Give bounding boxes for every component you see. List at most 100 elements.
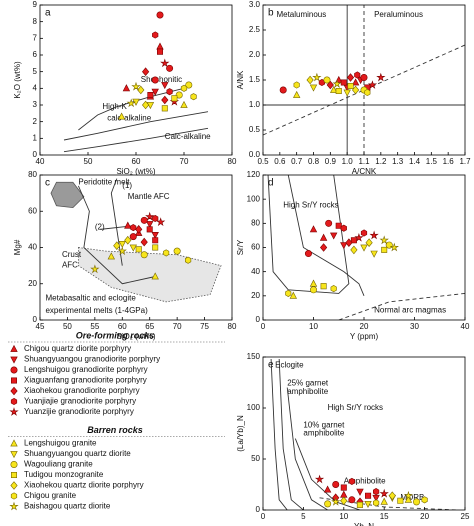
data-point	[356, 501, 363, 508]
x-tick-label: 80	[228, 157, 237, 166]
annotation: Metabasaltic and eclogite	[45, 293, 136, 302]
x-tick-label: 0.6	[274, 157, 286, 166]
data-point	[146, 226, 153, 233]
annotation: amphibolite	[287, 387, 328, 396]
data-point	[389, 242, 399, 252]
annotation: (2)	[95, 223, 105, 232]
y-tick-label: 100	[247, 194, 261, 203]
legend-marker	[10, 439, 18, 447]
legend-marker	[9, 501, 19, 511]
reference-curve	[263, 44, 465, 136]
data-point	[335, 222, 342, 229]
plot-frame	[262, 356, 466, 511]
data-point	[309, 84, 318, 92]
panel-label: e	[268, 360, 274, 371]
y-axis-label: Sr/Y	[236, 239, 245, 255]
x-tick-label: 5	[301, 512, 306, 521]
y-tick-label: 3.0	[249, 0, 261, 9]
data-point	[130, 224, 137, 232]
data-point	[364, 88, 371, 97]
data-point	[348, 496, 356, 504]
y-tick-label: 3	[33, 100, 38, 109]
x-tick-label: 60	[132, 157, 141, 166]
data-point	[140, 251, 148, 259]
reference-curve	[286, 387, 328, 510]
data-point	[312, 72, 322, 82]
data-point	[117, 246, 127, 255]
data-point	[289, 291, 297, 299]
data-point	[142, 67, 150, 76]
x-tick-label: 0.7	[291, 157, 303, 166]
y-tick-label: 2.0	[249, 50, 261, 59]
data-point	[113, 241, 121, 250]
reference-curve	[319, 497, 457, 510]
legend-marker	[10, 397, 18, 406]
data-point	[304, 250, 312, 257]
panel: 0 10 20 30 40 0 20 40 60 80 100 120 Y (ppm) Sr/Y d High…	[236, 170, 470, 341]
legend-label: Baishagou quartz diorite	[24, 502, 111, 511]
data-point	[180, 84, 188, 92]
data-point	[325, 219, 333, 227]
y-tick-label: 6	[33, 50, 38, 59]
legend-label: Xiaohekou granodiorite porphyry	[24, 386, 140, 395]
legend-label: Chigou granite	[24, 491, 77, 500]
annotation: Eclogite	[275, 360, 304, 369]
data-point	[319, 233, 328, 241]
annotation: High-K	[102, 102, 127, 111]
legend-label: Chigou quartz diorite porphyry	[24, 344, 131, 353]
reference-curve	[77, 185, 156, 285]
annotation: 25% garnet	[287, 379, 329, 388]
annotation: MORB	[400, 493, 424, 502]
annotation: AFC	[62, 261, 78, 270]
y-axis-label: K₂O (wt%)	[13, 61, 22, 99]
x-tick-label: 1.2	[375, 157, 387, 166]
annotation: calc-alkaline	[107, 113, 152, 122]
data-point	[135, 246, 142, 253]
panel-label: b	[268, 8, 274, 19]
x-tick-label: 75	[200, 322, 209, 331]
data-point	[140, 237, 148, 247]
data-point	[152, 237, 159, 244]
data-point	[380, 497, 388, 505]
data-point	[314, 474, 325, 484]
data-point	[379, 488, 389, 498]
reference-curve	[110, 178, 123, 266]
panel-label: c	[45, 178, 50, 189]
x-tick-label: 70	[173, 322, 182, 331]
region	[50, 181, 85, 209]
legend-label: Xiaguanfang granodiorite porphyry	[24, 376, 147, 385]
x-tick-label: 60	[118, 322, 127, 331]
data-point	[330, 285, 337, 293]
x-tick-label: 40	[461, 322, 470, 331]
x-tick-label: 55	[90, 322, 99, 331]
data-point	[324, 500, 332, 508]
annotation: experimental melts (1-4GPa)	[45, 306, 148, 315]
y-tick-label: 60	[28, 206, 37, 215]
legend-title: Barren rocks	[87, 425, 143, 435]
annotation: Normal arc magmas	[374, 305, 446, 314]
legend-label: Lengshuigou granite	[24, 439, 97, 448]
data-point	[343, 89, 351, 97]
legend-title: Ore-forming rocks	[76, 330, 155, 340]
y-axis-label: A/NK	[236, 70, 245, 89]
legend-label: Yuanjiajie granodiorite porphyry	[24, 397, 136, 406]
x-tick-label: 0	[261, 322, 266, 331]
data-point	[137, 85, 145, 95]
data-point	[388, 491, 396, 501]
x-tick-label: 20	[360, 322, 369, 331]
data-point	[124, 221, 132, 229]
x-tick-label: 1.5	[426, 157, 438, 166]
y-tick-label: 1.0	[249, 100, 261, 109]
reference-curve	[278, 359, 304, 510]
data-point	[151, 76, 159, 84]
x-tick-label: 10	[339, 512, 348, 521]
data-point	[160, 58, 170, 68]
data-point	[376, 72, 386, 82]
y-tick-label: 100	[247, 403, 261, 412]
x-tick-label: 20	[420, 512, 429, 521]
y-tick-label: 40	[28, 243, 37, 252]
x-tick-label: 1.4	[409, 157, 421, 166]
data-point	[126, 98, 136, 108]
x-axis-label: SiO₂ (wt%)	[116, 332, 155, 341]
annotation: High Sr/Y rocks	[328, 403, 383, 412]
